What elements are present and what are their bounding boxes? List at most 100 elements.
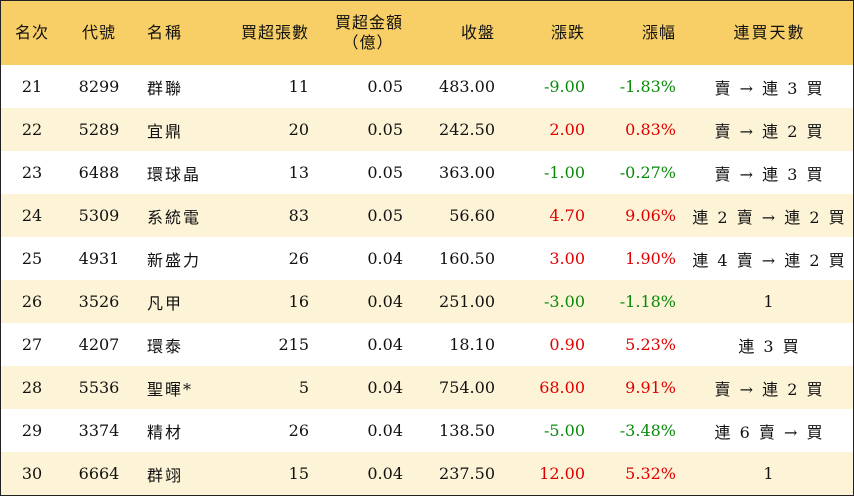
cell-rank: 22 bbox=[21, 120, 43, 139]
cell-code: 6664 bbox=[78, 464, 120, 483]
cell-change: -3.00 bbox=[543, 292, 585, 311]
cell-rank: 25 bbox=[21, 249, 43, 268]
cell-code: 3374 bbox=[78, 421, 120, 440]
cell-rank: 21 bbox=[21, 77, 43, 96]
cell-net-buy-lots: 5 bbox=[298, 378, 309, 397]
cell-net-buy-amount: 0.05 bbox=[367, 77, 403, 96]
cell-net-buy-amount: 0.04 bbox=[367, 421, 403, 440]
cell-change: -1.00 bbox=[543, 163, 585, 182]
table-row: 29 3374 精材 26 0.04 138.50 -5.00 -3.48% 連 6 賣 → 買 bbox=[1, 409, 853, 452]
cell-name: 環球晶 bbox=[147, 164, 202, 184]
cell-change-pct: -0.27% bbox=[619, 163, 676, 182]
cell-rank: 30 bbox=[21, 464, 43, 483]
cell-rank: 24 bbox=[21, 206, 43, 225]
cell-close: 242.50 bbox=[439, 120, 495, 139]
cell-net-buy-amount: 0.04 bbox=[367, 292, 403, 311]
cell-rank: 23 bbox=[21, 163, 43, 182]
cell-name: 精材 bbox=[147, 422, 184, 442]
cell-code: 5536 bbox=[78, 378, 120, 397]
header-consecutive-days: 連買天數 bbox=[733, 23, 806, 42]
table-row: 23 6488 環球晶 13 0.05 363.00 -1.00 -0.27% 賣 → 連 3 … bbox=[1, 151, 853, 194]
cell-change-pct: 9.91% bbox=[625, 378, 676, 397]
table-row: 21 8299 群聯 11 0.05 483.00 -9.00 -1.83% 賣 → 連 3 買 bbox=[1, 65, 853, 108]
cell-net-buy-amount: 0.04 bbox=[367, 249, 403, 268]
cell-net-buy-amount: 0.04 bbox=[367, 464, 403, 483]
cell-name: 群翊 bbox=[147, 465, 184, 485]
table-row: 27 4207 環泰 215 0.04 18.10 0.90 5.23% 連 3 買 bbox=[1, 323, 853, 366]
cell-consecutive-days: 連 4 賣 → 連 2 買 bbox=[692, 250, 847, 270]
cell-change: 0.90 bbox=[549, 335, 585, 354]
cell-consecutive-days: 連 6 賣 → 買 bbox=[714, 422, 825, 442]
cell-code: 4207 bbox=[78, 335, 120, 354]
cell-rank: 26 bbox=[21, 292, 43, 311]
cell-close: 18.10 bbox=[449, 335, 495, 354]
table-row: 25 4931 新盛力 26 0.04 160.50 3.00 1.90% 連 4 賣 → 連 … bbox=[1, 237, 853, 280]
cell-consecutive-days: 賣 → 連 2 買 bbox=[714, 379, 825, 399]
header-name: 名稱 bbox=[147, 23, 184, 42]
cell-net-buy-lots: 26 bbox=[288, 421, 309, 440]
cell-consecutive-days: 連 3 買 bbox=[738, 336, 801, 356]
cell-consecutive-days: 1 bbox=[763, 292, 776, 311]
cell-consecutive-days: 賣 → 連 2 買 bbox=[714, 121, 825, 141]
cell-change: -9.00 bbox=[543, 77, 585, 96]
cell-change: 12.00 bbox=[539, 464, 585, 483]
cell-close: 237.50 bbox=[439, 464, 495, 483]
header-net-buy-amount: 買超金額 （億） bbox=[319, 1, 413, 65]
cell-name: 凡甲 bbox=[147, 293, 184, 313]
cell-rank: 27 bbox=[21, 335, 43, 354]
cell-net-buy-amount: 0.04 bbox=[367, 378, 403, 397]
cell-change-pct: -3.48% bbox=[619, 421, 676, 440]
cell-code: 5289 bbox=[78, 120, 120, 139]
header-change-pct: 漲幅 bbox=[641, 23, 676, 42]
cell-code: 4931 bbox=[78, 249, 120, 268]
cell-name: 聖暉* bbox=[147, 379, 194, 399]
cell-change: 4.70 bbox=[549, 206, 585, 225]
cell-change-pct: 5.23% bbox=[625, 335, 676, 354]
cell-change: 2.00 bbox=[549, 120, 585, 139]
cell-change-pct: 1.90% bbox=[625, 249, 676, 268]
cell-consecutive-days: 1 bbox=[763, 464, 776, 483]
header-row: 名次 代號 名稱 買超張數 買超金額 （億） 收盤 漲跌 漲幅 連買天數 bbox=[1, 1, 853, 65]
cell-close: 363.00 bbox=[439, 163, 495, 182]
cell-net-buy-lots: 16 bbox=[288, 292, 309, 311]
cell-net-buy-amount: 0.04 bbox=[367, 335, 403, 354]
cell-code: 8299 bbox=[78, 77, 120, 96]
cell-net-buy-lots: 11 bbox=[288, 77, 309, 96]
cell-name: 環泰 bbox=[147, 336, 184, 356]
cell-net-buy-amount: 0.05 bbox=[367, 206, 403, 225]
cell-code: 6488 bbox=[78, 163, 120, 182]
header-rank: 名次 bbox=[14, 23, 49, 42]
cell-change-pct: 0.83% bbox=[625, 120, 676, 139]
cell-close: 56.60 bbox=[449, 206, 495, 225]
cell-change-pct: -1.83% bbox=[619, 77, 676, 96]
table-row: 30 6664 群翊 15 0.04 237.50 12.00 5.32% 1 bbox=[1, 452, 853, 495]
cell-change: -5.00 bbox=[543, 421, 585, 440]
cell-change: 3.00 bbox=[549, 249, 585, 268]
header-net-buy-lots: 買超張數 bbox=[240, 23, 309, 42]
cell-change-pct: -1.18% bbox=[619, 292, 676, 311]
cell-name: 群聯 bbox=[147, 78, 184, 98]
cell-net-buy-lots: 215 bbox=[278, 335, 309, 354]
header-close: 收盤 bbox=[460, 23, 495, 42]
cell-close: 138.50 bbox=[439, 421, 495, 440]
header-change: 漲跌 bbox=[550, 23, 585, 42]
cell-net-buy-lots: 15 bbox=[288, 464, 309, 483]
cell-consecutive-days: 賣 → 連 3 買 bbox=[714, 78, 825, 98]
table-row: 26 3526 凡甲 16 0.04 251.00 -3.00 -1.18% 1 bbox=[1, 280, 853, 323]
cell-net-buy-lots: 20 bbox=[288, 120, 309, 139]
cell-net-buy-amount: 0.05 bbox=[367, 163, 403, 182]
cell-close: 251.00 bbox=[439, 292, 495, 311]
header-code: 代號 bbox=[81, 23, 116, 42]
cell-net-buy-lots: 26 bbox=[288, 249, 309, 268]
cell-consecutive-days: 連 2 賣 → 連 2 買 bbox=[692, 207, 847, 227]
cell-code: 3526 bbox=[78, 292, 120, 311]
cell-name: 宜鼎 bbox=[147, 121, 184, 141]
table-row: 24 5309 系統電 83 0.05 56.60 4.70 9.06% 連 2 賣 → 連 2… bbox=[1, 194, 853, 237]
table-row: 28 5536 聖暉* 5 0.04 754.00 68.00 9.91% 賣 → 連 2 買 bbox=[1, 366, 853, 409]
cell-net-buy-amount: 0.05 bbox=[367, 120, 403, 139]
header-net-buy-amount-line1: 買超金額 bbox=[334, 13, 403, 32]
cell-rank: 28 bbox=[21, 378, 43, 397]
header-net-buy-amount-line2: （億） bbox=[342, 33, 394, 52]
cell-change-pct: 5.32% bbox=[625, 464, 676, 483]
